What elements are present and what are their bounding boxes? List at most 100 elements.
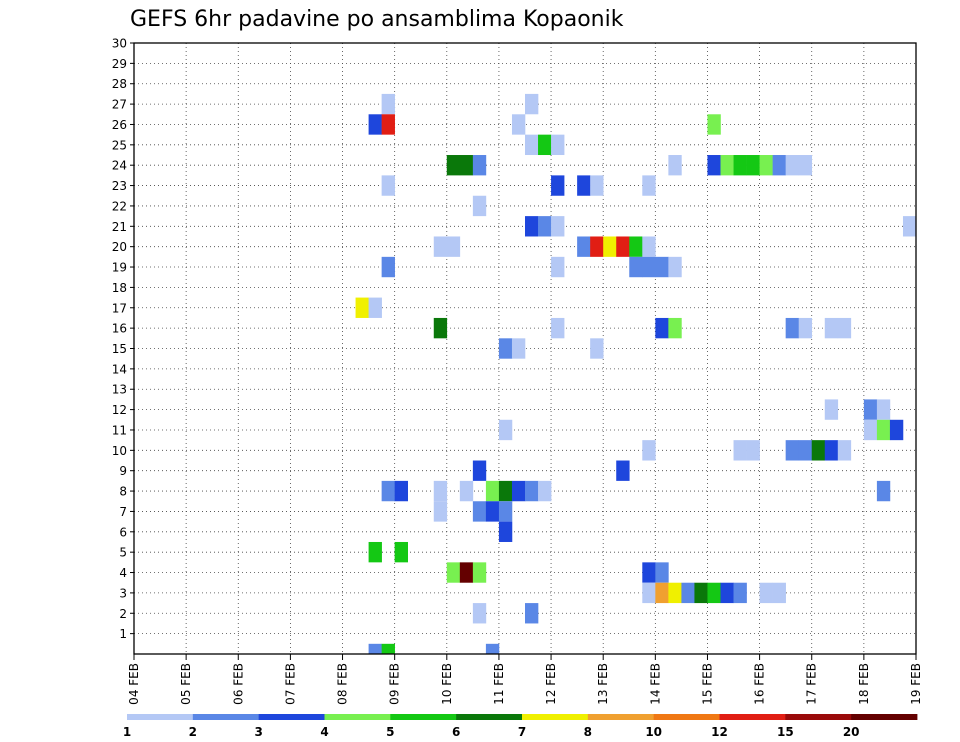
y-tick-label: 13: [112, 383, 127, 397]
precip-cell: [498, 501, 513, 522]
precip-cell: [616, 236, 630, 257]
y-tick-label: 18: [112, 281, 127, 295]
colorbar-label: 7: [518, 725, 526, 739]
precip-cell: [446, 562, 461, 583]
precip-cell: [590, 175, 604, 196]
precip-cell: [629, 236, 643, 257]
y-tick-label: 27: [112, 98, 127, 112]
colorbar: 1 2 3 4 5 6 7 8 10 12 15 20: [123, 714, 918, 739]
x-tick-label: 10 FEB: [440, 663, 454, 705]
y-tick-label: 12: [112, 403, 127, 417]
precip-cell: [381, 256, 395, 278]
x-tick-label: 18 FEB: [857, 663, 871, 705]
precip-cell: [642, 562, 656, 583]
x-tick-label: 07 FEB: [283, 663, 297, 705]
precip-cell: [655, 582, 669, 604]
precip-cell: [681, 582, 695, 604]
precip-cell: [902, 216, 917, 237]
colorbar-label: 6: [452, 725, 460, 739]
y-tick-label: 15: [112, 342, 127, 356]
colorbar-segment: [719, 714, 786, 720]
precip-cell: [551, 175, 565, 196]
precip-cell: [629, 256, 643, 278]
precip-cell: [668, 317, 682, 339]
precip-cell: [863, 399, 878, 420]
y-tick-label: 5: [119, 546, 127, 560]
precip-cell: [590, 338, 604, 359]
precip-cell: [394, 480, 408, 502]
precip-cell: [642, 175, 656, 196]
precip-cell: [472, 195, 487, 217]
colorbar-segment: [785, 714, 852, 720]
precip-cell: [707, 114, 721, 135]
y-tick-label: 22: [112, 199, 127, 213]
precip-cell: [433, 317, 448, 339]
precip-cell: [707, 582, 721, 604]
precip-cell: [733, 582, 747, 604]
precip-cell: [707, 155, 721, 176]
colorbar-label: 8: [584, 725, 592, 739]
colorbar-segment: [192, 714, 260, 720]
precip-cell: [551, 134, 565, 156]
precip-cell: [577, 236, 591, 257]
precip-cell: [472, 603, 487, 624]
chart-title: GEFS 6hr padavine po ansamblima Kopaonik: [130, 7, 624, 32]
y-tick-label: 8: [119, 485, 127, 499]
precip-cell: [485, 480, 500, 502]
precip-cell: [889, 419, 904, 441]
x-tick-label: 19 FEB: [909, 663, 923, 705]
precip-cell: [433, 480, 448, 502]
y-tick-label: 24: [112, 159, 127, 173]
precip-cell: [642, 440, 656, 461]
precip-cell: [525, 480, 539, 502]
precip-cell: [733, 155, 747, 176]
colorbar-label: 4: [320, 725, 328, 739]
x-tick-label: 17 FEB: [805, 663, 819, 705]
precip-cell: [655, 256, 669, 278]
precip-cell: [798, 317, 813, 339]
y-tick-label: 26: [112, 118, 127, 132]
precip-cell: [772, 582, 786, 604]
precip-cell: [472, 155, 487, 176]
y-tick-label: 23: [112, 179, 127, 193]
precip-cell: [863, 419, 878, 441]
precip-cell: [811, 440, 826, 461]
precip-cell: [720, 582, 734, 604]
precip-cell: [368, 297, 382, 318]
precip-cell: [759, 155, 773, 176]
precip-cell: [498, 419, 513, 441]
precip-cell: [876, 399, 891, 420]
x-tick-label: 08 FEB: [336, 663, 350, 705]
precip-cell: [485, 643, 500, 654]
precip-cell: [876, 419, 891, 441]
colorbar-label: 1: [123, 725, 131, 739]
precip-cell: [381, 480, 395, 502]
precip-cell: [785, 155, 799, 176]
x-tick-label: 06 FEB: [231, 663, 245, 705]
x-tick-label: 13 FEB: [596, 663, 610, 705]
precip-cell: [511, 338, 526, 359]
precip-cell: [381, 643, 395, 654]
precip-cell: [837, 317, 852, 339]
precip-cell: [446, 236, 461, 257]
precip-cell: [616, 460, 630, 481]
precip-cell: [538, 480, 552, 502]
colorbar-segment: [522, 714, 589, 720]
precip-cell: [433, 236, 448, 257]
precip-cell: [668, 155, 682, 176]
x-tick-label: 11 FEB: [492, 663, 506, 705]
precip-cell: [642, 256, 656, 278]
x-tick-label: 04 FEB: [127, 663, 141, 705]
precip-cell: [381, 175, 395, 196]
colorbar-label: 15: [777, 725, 794, 739]
y-tick-label: 17: [112, 301, 127, 315]
colorbar-segment: [390, 714, 457, 720]
colorbar-segment: [653, 714, 720, 720]
colorbar-segment: [258, 714, 325, 720]
precip-cell: [525, 603, 539, 624]
precip-cell: [577, 175, 591, 196]
x-tick-label: 15 FEB: [700, 663, 714, 705]
precip-cell: [472, 501, 487, 522]
y-tick-label: 1: [119, 627, 127, 641]
precip-cell: [446, 155, 461, 176]
